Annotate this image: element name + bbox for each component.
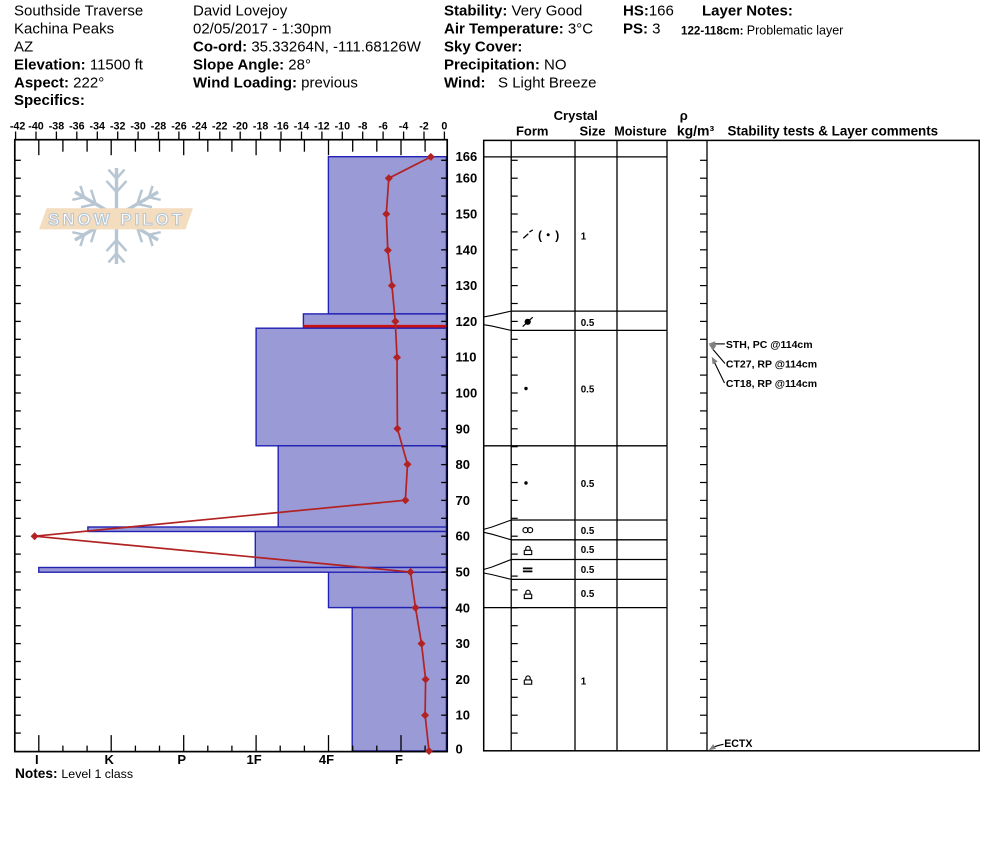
svg-text:130: 130 <box>456 278 478 293</box>
svg-text:Wind Loading: previous: Wind Loading: previous <box>193 74 358 91</box>
svg-text:PS: 3: PS: 3 <box>623 21 661 38</box>
svg-text:ρ: ρ <box>680 108 688 123</box>
svg-text:-26: -26 <box>171 121 187 133</box>
svg-text:90: 90 <box>456 421 470 436</box>
svg-text:(: ( <box>538 228 542 242</box>
svg-text:-6: -6 <box>378 121 388 133</box>
svg-text:Stability: Very Good: Stability: Very Good <box>444 3 582 20</box>
svg-text:-18: -18 <box>253 121 269 133</box>
svg-text:0.5: 0.5 <box>581 589 595 600</box>
svg-text:100: 100 <box>456 385 478 400</box>
svg-text:Elevation: 11500 ft: Elevation: 11500 ft <box>14 56 144 73</box>
svg-text:1: 1 <box>581 676 587 687</box>
svg-text:STH, PC @114cm: STH, PC @114cm <box>726 339 813 351</box>
svg-text:kg/m³: kg/m³ <box>677 123 715 139</box>
svg-text:I: I <box>35 752 39 767</box>
svg-text:-12: -12 <box>314 121 330 133</box>
svg-text:): ) <box>555 228 559 242</box>
svg-text:30: 30 <box>456 636 470 651</box>
svg-text:HS:166: HS:166 <box>623 3 674 20</box>
svg-text:-38: -38 <box>49 121 65 133</box>
svg-text:-36: -36 <box>69 121 85 133</box>
svg-text:80: 80 <box>456 457 470 472</box>
svg-text:Sky Cover:: Sky Cover: <box>444 39 522 56</box>
svg-text:150: 150 <box>456 206 478 221</box>
svg-text:160: 160 <box>456 171 478 186</box>
svg-text:70: 70 <box>456 493 470 508</box>
svg-text:F: F <box>395 752 403 767</box>
svg-text:CT18, RP @114cm: CT18, RP @114cm <box>726 378 817 390</box>
svg-text:0: 0 <box>441 121 447 133</box>
svg-text:0.5: 0.5 <box>581 565 595 576</box>
svg-text:Crystal: Crystal <box>554 108 598 123</box>
svg-text:David Lovejoy: David Lovejoy <box>193 3 288 20</box>
svg-text:-40: -40 <box>28 121 44 133</box>
svg-text:50: 50 <box>456 564 470 579</box>
svg-text:0: 0 <box>456 742 463 757</box>
svg-text:1: 1 <box>581 232 587 243</box>
svg-text:-42: -42 <box>10 121 26 133</box>
svg-text:Specifics:: Specifics: <box>14 92 85 109</box>
svg-text:AZ: AZ <box>14 39 33 56</box>
svg-text:40: 40 <box>456 600 470 615</box>
svg-text:0.5: 0.5 <box>581 526 595 537</box>
svg-text:-16: -16 <box>273 121 289 133</box>
svg-text:0.5: 0.5 <box>581 318 595 329</box>
svg-text:02/05/2017 - 1:30pm: 02/05/2017 - 1:30pm <box>193 21 331 38</box>
svg-text:Southside Traverse: Southside Traverse <box>14 3 143 20</box>
svg-text:Kachina Peaks: Kachina Peaks <box>14 21 114 38</box>
svg-text:20: 20 <box>456 672 470 687</box>
svg-text:-22: -22 <box>212 121 228 133</box>
svg-text:CT27, RP @114cm: CT27, RP @114cm <box>726 359 817 371</box>
svg-text:-14: -14 <box>294 121 310 133</box>
svg-text:122-118cm: Problematic layer: 122-118cm: Problematic layer <box>681 24 843 38</box>
svg-text:140: 140 <box>456 242 478 257</box>
svg-text:Wind: S Light Breeze: Wind: S Light Breeze <box>444 74 596 91</box>
svg-text:Slope Angle: 28°: Slope Angle: 28° <box>193 56 311 73</box>
svg-text:-24: -24 <box>192 121 208 133</box>
svg-text:Moisture: Moisture <box>614 125 666 139</box>
svg-text:-2: -2 <box>419 121 429 133</box>
svg-text:-4: -4 <box>399 121 409 133</box>
svg-text:0.5: 0.5 <box>581 479 595 490</box>
svg-text:0.5: 0.5 <box>581 384 595 395</box>
svg-text:-32: -32 <box>110 121 126 133</box>
svg-text:4F: 4F <box>319 752 334 767</box>
svg-text:Air Temperature: 3°C: Air Temperature: 3°C <box>444 21 593 38</box>
svg-text:Aspect: 222°: Aspect: 222° <box>14 74 104 91</box>
svg-text:Size: Size <box>579 124 605 139</box>
svg-text:Form: Form <box>516 124 549 139</box>
svg-text:-34: -34 <box>90 121 106 133</box>
svg-text:Notes: Level 1 class: Notes: Level 1 class <box>15 766 133 781</box>
svg-text:-10: -10 <box>335 121 351 133</box>
svg-text:Co-ord: 35.33264N, -111.68126W: Co-ord: 35.33264N, -111.68126W <box>193 39 422 56</box>
svg-text:0.5: 0.5 <box>581 545 595 556</box>
svg-text:SNOW PILOT: SNOW PILOT <box>48 210 185 229</box>
svg-text:110: 110 <box>456 350 477 365</box>
svg-text:ECTX: ECTX <box>724 738 752 750</box>
svg-text:1F: 1F <box>247 752 262 767</box>
svg-text:Layer Notes:: Layer Notes: <box>702 3 793 20</box>
svg-text:-30: -30 <box>130 121 146 133</box>
svg-text:166: 166 <box>456 149 478 164</box>
svg-text:60: 60 <box>456 529 470 544</box>
svg-text:-20: -20 <box>232 121 248 133</box>
svg-text:P: P <box>177 752 186 767</box>
svg-text:Precipitation: NO: Precipitation: NO <box>444 56 567 73</box>
svg-text:10: 10 <box>456 708 470 723</box>
svg-text:-28: -28 <box>151 121 167 133</box>
svg-text:-8: -8 <box>358 121 368 133</box>
svg-text:K: K <box>105 752 115 767</box>
svg-text:120: 120 <box>456 314 478 329</box>
svg-text:Stability tests & Layer commen: Stability tests & Layer comments <box>728 124 939 139</box>
